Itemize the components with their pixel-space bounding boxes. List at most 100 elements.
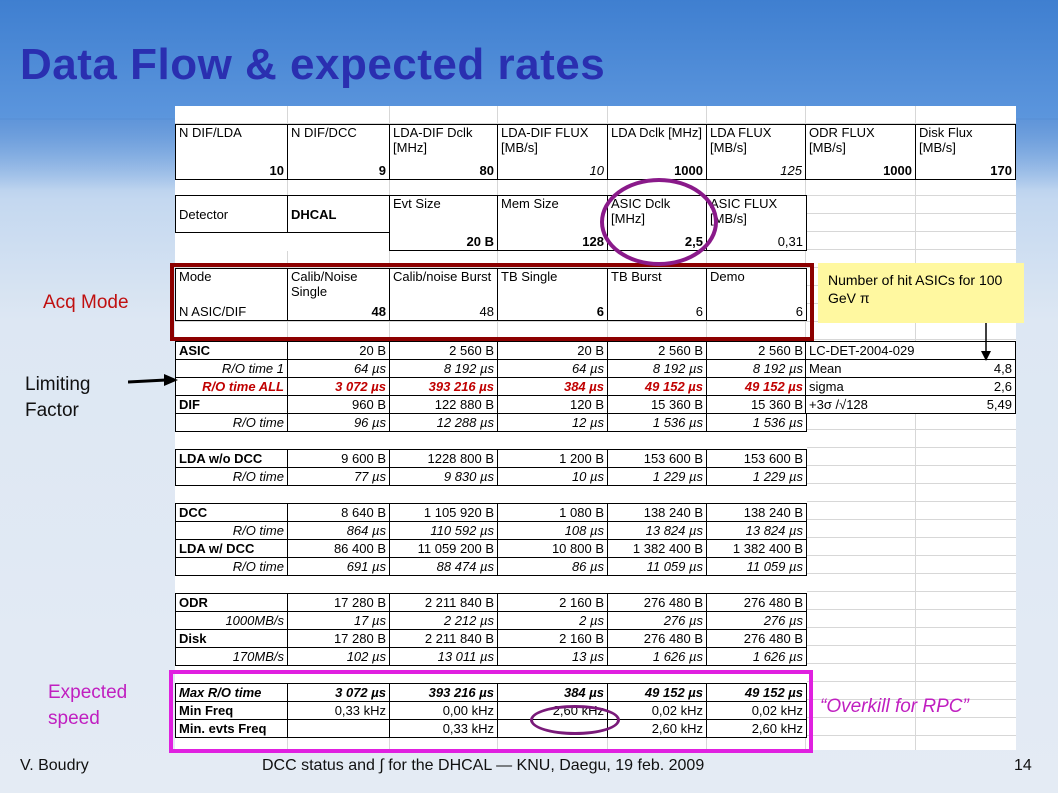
mode-label: Mode [175, 268, 288, 303]
value-cell: 960 B [287, 395, 390, 414]
top-header-cell: LDA FLUX [MB/s] [706, 124, 806, 162]
row-label-cell: 170MB/s [175, 647, 288, 666]
value-cell: 2,60 kHz [607, 719, 707, 738]
value-cell: 86 400 B [287, 539, 390, 558]
table-row: R/O time 691 µs 88 474 µs 86 µs 11 059 µs 11 … [175, 557, 807, 576]
row-label-cell: Min Freq [175, 701, 288, 720]
value-cell: 2 211 840 B [389, 629, 498, 648]
value-cell: 2 560 B [389, 341, 498, 360]
footer-center: DCC status and ∫ for the DHCAL — KNU, Da… [262, 757, 705, 774]
expected-speed-label: Expected speed [48, 682, 128, 729]
mem-size-header: Mem Size [497, 195, 608, 233]
row-label-cell [176, 576, 288, 594]
value-cell: 8 192 µs [706, 359, 807, 378]
value-cell: 2 211 840 B [389, 593, 498, 612]
row-label-cell: ASIC [175, 341, 288, 360]
table-row: DIF 960 B 122 880 B 120 B 15 360 B 15 360 B [175, 395, 807, 414]
row-label-cell: R/O time [175, 467, 288, 486]
value-cell: 86 µs [497, 557, 608, 576]
top-value-cell: 1000 [805, 161, 916, 180]
top-header-cell: ODR FLUX [MB/s] [805, 124, 916, 162]
value-cell: 110 592 µs [389, 521, 498, 540]
value-cell: 393 216 µs [389, 683, 498, 702]
header-band [0, 0, 1058, 120]
value-cell: 96 µs [287, 413, 390, 432]
value-cell: 1228 800 B [389, 449, 498, 468]
value-cell: 88 474 µs [389, 557, 498, 576]
value-cell: 276 480 B [607, 593, 707, 612]
value-cell: 1 105 920 B [389, 503, 498, 522]
row-label-cell: R/O time ALL [175, 377, 288, 396]
stats-value-cell: 5,49 [915, 395, 1016, 414]
value-cell: 11 059 µs [607, 557, 707, 576]
stats-row: +3σ /√128 5,49 [805, 395, 1016, 414]
value-cell: 12 288 µs [389, 413, 498, 432]
value-cell [288, 432, 390, 450]
value-cell: 393 216 µs [389, 377, 498, 396]
row-label-cell: R/O time [175, 413, 288, 432]
value-cell: 11 059 µs [706, 557, 807, 576]
value-cell: 64 µs [497, 359, 608, 378]
value-cell: 77 µs [287, 467, 390, 486]
value-cell: 13 824 µs [706, 521, 807, 540]
value-cell: 13 µs [497, 647, 608, 666]
value-cell: 122 880 B [389, 395, 498, 414]
value-cell: 1 536 µs [706, 413, 807, 432]
row-label-cell: DCC [175, 503, 288, 522]
value-cell: 1 200 B [497, 449, 608, 468]
value-cell: 1 626 µs [607, 647, 707, 666]
value-cell: 13 011 µs [389, 647, 498, 666]
value-cell [288, 576, 390, 594]
table-row: Min. evts Freq 0,33 kHz 2,60 kHz 2,60 kHz [175, 719, 807, 738]
mode-cell: Calib/noise Burst [389, 268, 498, 303]
nasic-value-cell: 6 [706, 302, 807, 321]
asic-flux-value: 0,31 [706, 232, 807, 251]
row-label-cell: Min. evts Freq [175, 719, 288, 738]
value-cell [608, 576, 707, 594]
expected-speed-box [169, 670, 813, 753]
row-label-cell: ODR [175, 593, 288, 612]
top-header-cell: N DIF/LDA [175, 124, 288, 162]
value-cell: 0,33 kHz [389, 719, 498, 738]
value-cell: 108 µs [497, 521, 608, 540]
detector-label: Detector [175, 195, 288, 233]
value-cell: 276 µs [706, 611, 807, 630]
value-cell: 2 160 B [497, 629, 608, 648]
top-header-cell: LDA Dclk [MHz] [607, 124, 707, 162]
value-cell: 64 µs [287, 359, 390, 378]
value-cell: 8 640 B [287, 503, 390, 522]
value-cell [390, 432, 498, 450]
value-cell: 1 229 µs [706, 467, 807, 486]
value-cell [498, 486, 608, 504]
value-cell: 1 382 400 B [607, 539, 707, 558]
value-cell: 17 280 B [287, 629, 390, 648]
value-cell [498, 576, 608, 594]
slide-title: Data Flow & expected rates [20, 40, 606, 89]
value-cell: 17 µs [287, 611, 390, 630]
value-cell: 384 µs [497, 377, 608, 396]
stats-table: LC-DET-2004-029 Mean 4,8 sigma 2,6 +3σ /√128 5… [805, 341, 1016, 414]
table-row [176, 576, 807, 594]
value-cell: 2 µs [497, 611, 608, 630]
value-cell: 1 080 B [497, 503, 608, 522]
value-cell: 15 360 B [607, 395, 707, 414]
value-cell: 15 360 B [706, 395, 807, 414]
top-header-cell: LDA-DIF FLUX [MB/s] [497, 124, 608, 162]
asic-dclk-highlight [600, 178, 718, 266]
stats-value-cell [915, 341, 1016, 360]
row-label-cell: Disk [175, 629, 288, 648]
value-cell: 10 µs [497, 467, 608, 486]
value-cell: 691 µs [287, 557, 390, 576]
acq-mode-box [170, 263, 814, 341]
row-label-cell: R/O time [175, 557, 288, 576]
top-value-cell: 9 [287, 161, 390, 180]
overkill-note: “Overkill for RPC” [820, 696, 969, 717]
value-cell [498, 432, 608, 450]
value-cell: 138 240 B [706, 503, 807, 522]
mode-cell: TB Single [497, 268, 608, 303]
value-cell: 49 152 µs [607, 683, 707, 702]
value-cell: 1 536 µs [607, 413, 707, 432]
